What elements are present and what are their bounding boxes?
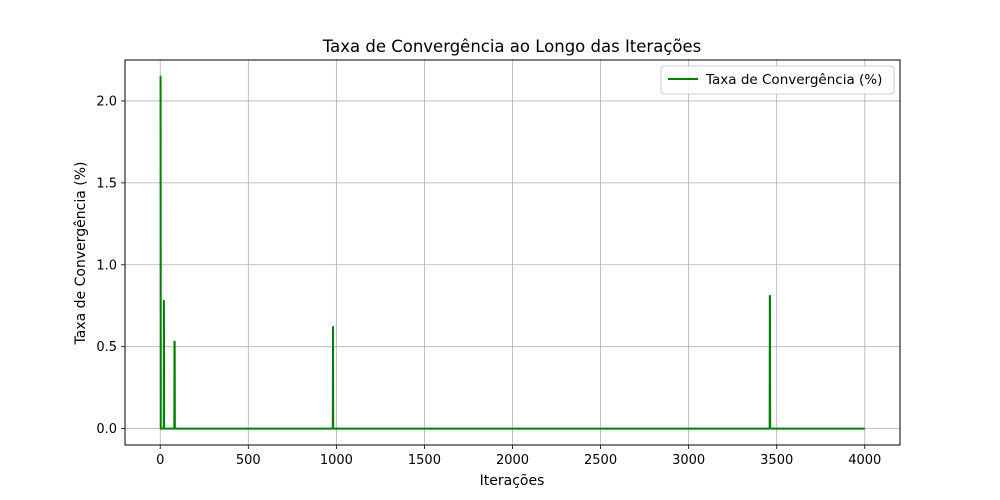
y-tick-label: 0.5 xyxy=(96,340,117,355)
x-tick-label: 4000 xyxy=(848,453,881,468)
x-tick-label: 2500 xyxy=(584,453,617,468)
y-tick-label: 2.0 xyxy=(96,94,117,109)
legend: Taxa de Convergência (%) xyxy=(660,65,895,95)
chart-title: Taxa de Convergência ao Longo das Iteraç… xyxy=(322,37,701,56)
legend-box xyxy=(660,65,895,95)
x-tick-label: 500 xyxy=(236,453,261,468)
series-line xyxy=(159,75,865,430)
x-axis-label: Iterações xyxy=(480,473,545,489)
y-tick-label: 1.0 xyxy=(96,258,117,273)
x-tick-label: 0 xyxy=(156,453,164,468)
y-axis-label: Taxa de Convergência (%) xyxy=(73,162,89,346)
plot-series xyxy=(159,75,865,430)
x-tick-label: 3500 xyxy=(760,453,793,468)
y-tick-label: 0.0 xyxy=(96,422,117,437)
x-tick-label: 1000 xyxy=(320,453,353,468)
x-tick-label: 1500 xyxy=(408,453,441,468)
legend-label: Taxa de Convergência (%) xyxy=(705,72,882,88)
x-tick-label: 3000 xyxy=(672,453,705,468)
y-tick-label: 1.5 xyxy=(96,176,117,191)
grid xyxy=(125,60,900,445)
x-tick-label: 2000 xyxy=(496,453,529,468)
axis-ticks: 0 500 1000 1500 2000 2500 3000 3500 4000 0.0 0.5 1.… xyxy=(96,94,881,468)
